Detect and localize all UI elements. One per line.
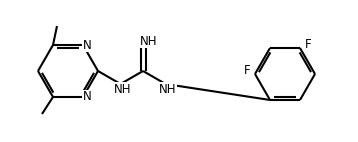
Text: N: N	[83, 90, 91, 104]
Text: NH: NH	[159, 83, 176, 96]
Text: F: F	[244, 63, 250, 77]
Text: N: N	[83, 38, 91, 52]
Text: NH: NH	[140, 35, 158, 48]
Text: F: F	[305, 37, 311, 51]
Text: NH: NH	[114, 83, 131, 96]
